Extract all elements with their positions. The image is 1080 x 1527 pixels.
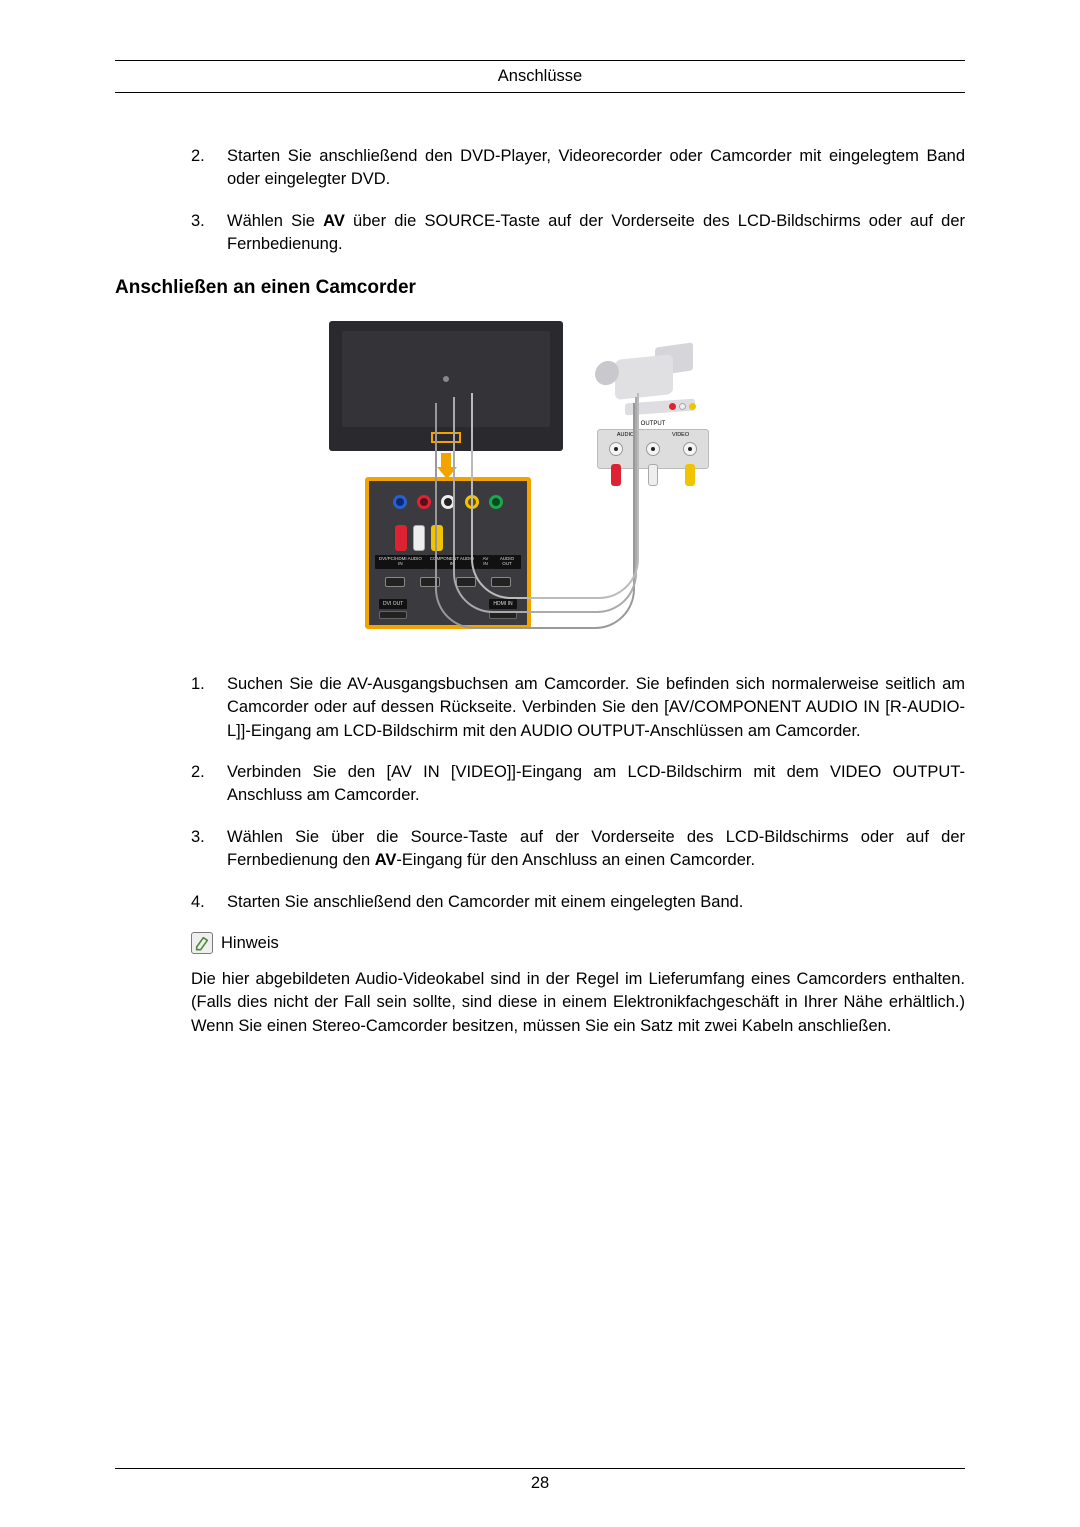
list2-item-1-text: Suchen Sie die AV-Ausgangsbuchsen am Cam… [227, 673, 965, 743]
top-rule [115, 60, 965, 61]
list2-item-4-num: 4. [191, 891, 227, 914]
connection-diagram: SAMSUNG [325, 317, 755, 647]
note-icon [191, 932, 213, 954]
ojack-2 [646, 442, 660, 456]
oplug-yellow [685, 464, 695, 486]
panel-bottom-left: DVI OUT [379, 599, 407, 609]
list1-item-3-pre: Wählen Sie [227, 212, 323, 230]
list2-item-3-text: Wählen Sie über die Source-Taste auf der… [227, 826, 965, 873]
output-video-label: VIDEO [672, 432, 689, 438]
list2-item-3-post: -Eingang für den Anschluss an einen Camc… [396, 851, 755, 869]
list1-item-3: 3. Wählen Sie AV über die SOURCE-Taste a… [191, 210, 965, 257]
content: 2. Starten Sie anschließend den DVD-Play… [115, 99, 965, 1038]
note-paragraph: Die hier abgebildeten Audio-Videokabel s… [191, 968, 965, 1038]
slot-1 [385, 577, 405, 587]
note-label: Hinweis [221, 934, 279, 953]
list2-item-3-num: 3. [191, 826, 227, 873]
dvi-out-slot [379, 611, 407, 619]
list1-item-2: 2. Starten Sie anschließend den DVD-Play… [191, 145, 965, 192]
section-heading-camcorder: Anschließen an einen Camcorder [115, 277, 965, 299]
list1-item-2-line1: Starten Sie anschließend den DVD-Player,… [227, 147, 869, 165]
panel-label-a: DVI/PC/HDMI AUDIO IN [375, 555, 426, 569]
ojack-3 [683, 442, 697, 456]
oplug-white [648, 464, 658, 486]
list1-item-2-num: 2. [191, 145, 227, 192]
cam-jack-white [679, 403, 686, 410]
list1-item-3-bold: AV [323, 212, 345, 230]
camcorder-jacks [669, 403, 696, 410]
note-heading-row: Hinweis [191, 932, 965, 954]
list1-item-2-text: Starten Sie anschließend den DVD-Player,… [227, 145, 965, 192]
list2-item-4-text: Starten Sie anschließend den Camcorder m… [227, 891, 965, 914]
list2-item-2-text: Verbinden Sie den [AV IN [VIDEO]]-Eingan… [227, 761, 965, 808]
jack-red [417, 495, 431, 509]
list2-item-2-num: 2. [191, 761, 227, 808]
list2-item-1: 1. Suchen Sie die AV-Ausgangsbuchsen am … [191, 673, 965, 743]
plug-red [395, 525, 407, 551]
header-title: Anschlüsse [115, 67, 965, 86]
list1-item-3-num: 3. [191, 210, 227, 257]
page: Anschlüsse 2. Starten Sie anschließend d… [0, 0, 1080, 1527]
list1-item-3-text: Wählen Sie AV über die SOURCE-Taste auf … [227, 210, 965, 257]
cable-3 [471, 393, 639, 599]
cam-jack-yellow [689, 403, 696, 410]
ordered-list-2: 1. Suchen Sie die AV-Ausgangsbuchsen am … [191, 673, 965, 914]
cam-jack-red [669, 403, 676, 410]
diagram-wrap: SAMSUNG [115, 317, 965, 647]
list2-item-3-bold: AV [375, 851, 397, 869]
list2-item-2: 2. Verbinden Sie den [AV IN [VIDEO]]-Ein… [191, 761, 965, 808]
list2-item-1-num: 1. [191, 673, 227, 743]
bottom-rule [115, 1468, 965, 1469]
header-bottom-rule [115, 92, 965, 93]
page-number: 28 [0, 1474, 1080, 1493]
jack-blue [393, 495, 407, 509]
continued-ordered-list-1: 2. Starten Sie anschließend den DVD-Play… [191, 145, 965, 257]
plug-white [413, 525, 425, 551]
list2-item-4: 4. Starten Sie anschließend den Camcorde… [191, 891, 965, 914]
list2-item-3: 3. Wählen Sie über die Source-Taste auf … [191, 826, 965, 873]
